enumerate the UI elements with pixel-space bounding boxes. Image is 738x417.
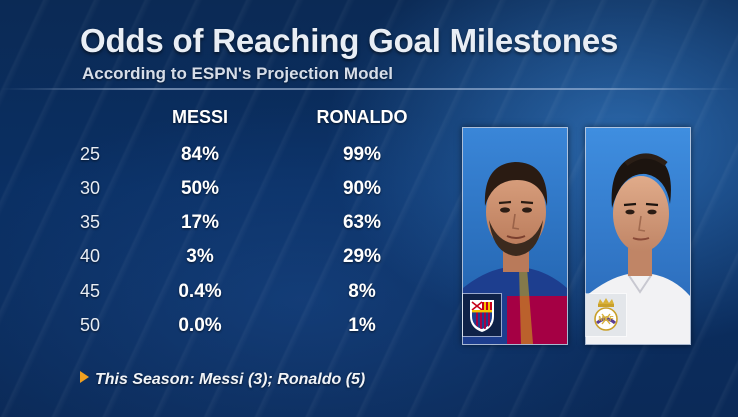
column-header-ronaldo: RONALDO xyxy=(316,107,408,127)
milestone-cell: 25 xyxy=(80,144,101,164)
ronaldo-odds-cell: 29% xyxy=(342,246,382,267)
real-madrid-crest: MCF xyxy=(585,293,627,337)
svg-text:MCF: MCF xyxy=(598,316,614,323)
table-row: 35 17% 63% xyxy=(0,212,460,246)
table-row: 25 84% 99% xyxy=(0,144,460,178)
ronaldo-odds-cell: 1% xyxy=(348,315,376,336)
ronaldo-odds-cell: 63% xyxy=(342,212,382,233)
page-title: Odds of Reaching Goal Milestones xyxy=(80,22,619,59)
table-row: 40 3% 29% xyxy=(0,246,460,280)
milestone-cell: 50 xyxy=(80,315,101,335)
milestone-cell: 30 xyxy=(80,178,101,198)
triangle-right-icon xyxy=(80,371,89,383)
messi-odds-cell: 3% xyxy=(186,246,214,267)
fc-barcelona-crest-icon xyxy=(463,294,501,336)
milestone-cell: 40 xyxy=(80,246,101,266)
table-row: 30 50% 90% xyxy=(0,178,460,212)
table-row: 45 0.4% 8% xyxy=(0,281,460,315)
barcelona-crest xyxy=(462,293,502,337)
messi-odds-cell: 0.4% xyxy=(178,281,222,302)
table-row: 50 0.0% 1% xyxy=(0,315,460,349)
column-header-messi: MESSI xyxy=(171,107,228,127)
messi-odds-cell: 84% xyxy=(180,144,220,165)
season-note: This Season: Messi (3); Ronaldo (5) xyxy=(80,371,365,389)
ronaldo-odds-cell: 90% xyxy=(342,178,382,199)
messi-odds-cell: 50% xyxy=(180,178,220,199)
messi-odds-cell: 0.0% xyxy=(178,315,222,336)
season-note-text: This Season: Messi (3); Ronaldo (5) xyxy=(95,371,366,388)
ronaldo-odds-cell: 99% xyxy=(342,144,382,165)
real-madrid-crest-icon: MCF xyxy=(586,294,626,336)
milestone-cell: 35 xyxy=(80,212,101,232)
messi-odds-cell: 17% xyxy=(180,212,220,233)
header-divider xyxy=(0,88,738,90)
page-subtitle: According to ESPN's Projection Model xyxy=(82,64,394,83)
ronaldo-odds-cell: 8% xyxy=(348,281,376,302)
milestone-cell: 45 xyxy=(80,281,101,301)
